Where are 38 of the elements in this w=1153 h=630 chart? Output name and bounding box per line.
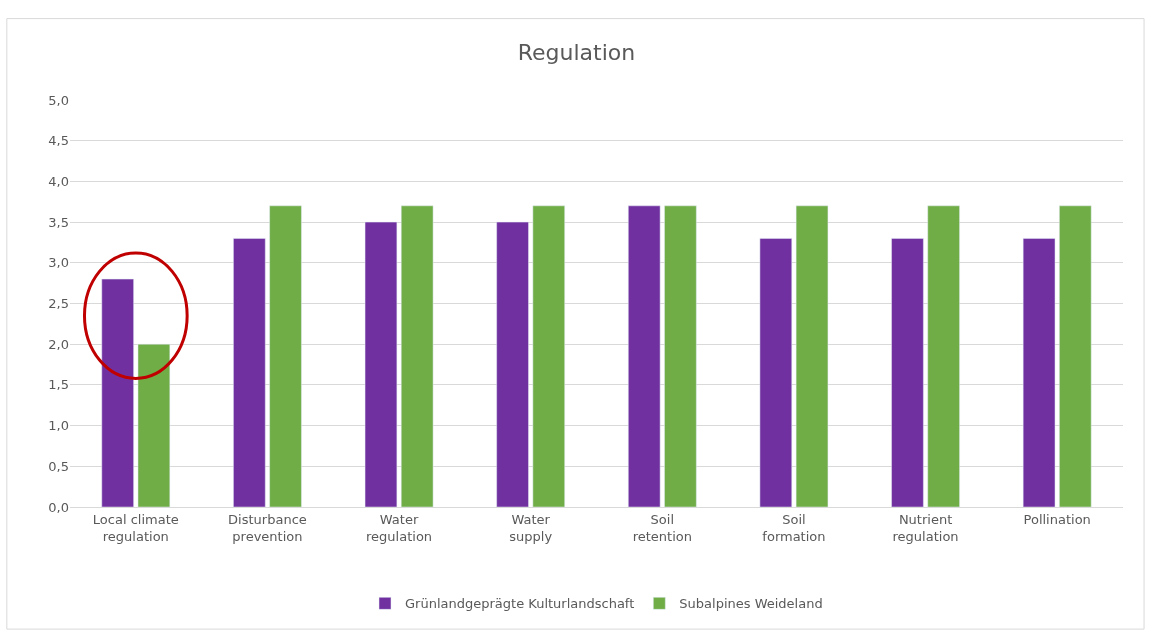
- y-tick-label: 0,0: [48, 499, 69, 515]
- x-tick-label: Disturbance prevention: [228, 511, 307, 544]
- x-tick-label: Pollination: [1023, 511, 1091, 527]
- y-tick-label: 4,0: [48, 173, 69, 189]
- bar: [269, 205, 302, 507]
- bar: [137, 343, 171, 507]
- bar: [233, 238, 266, 507]
- y-tick-label: 5,0: [48, 92, 69, 108]
- x-tick-label: Local climate regulation: [92, 511, 179, 544]
- y-tick-label: 0,5: [48, 458, 69, 474]
- legend-label: Subalpines Weideland: [679, 596, 823, 612]
- x-tick-label: Water supply: [509, 511, 553, 544]
- chart-title: Regulation: [517, 39, 636, 65]
- bar: [1022, 238, 1056, 507]
- y-tick-label: 3,5: [48, 214, 69, 230]
- legend-label: Grünlandgeprägte Kulturlandschaft: [405, 596, 635, 612]
- bar: [891, 238, 924, 507]
- y-tick-label: 2,0: [48, 336, 69, 352]
- x-tick-label: Nutrient regulation: [892, 511, 959, 544]
- y-tick-label: 4,5: [48, 133, 69, 149]
- bar: [628, 205, 661, 507]
- bar: [101, 278, 134, 507]
- bar: [532, 205, 565, 507]
- y-tick-label: 1,0: [48, 418, 69, 434]
- x-tick-label: Water regulation: [366, 511, 433, 544]
- bar: [1059, 205, 1092, 507]
- bar: [927, 205, 960, 507]
- y-tick-label: 2,5: [48, 296, 69, 312]
- y-tick-label: 1,5: [48, 377, 69, 393]
- bar: [759, 238, 793, 507]
- bar: [664, 205, 697, 507]
- bar: [400, 205, 434, 507]
- y-tick-label: 3,0: [48, 255, 69, 271]
- x-tick-label: Soil formation: [762, 511, 826, 544]
- x-tick-label: Soil retention: [632, 511, 692, 544]
- bar: [496, 221, 529, 507]
- bar: [364, 221, 398, 507]
- bar: [795, 205, 829, 507]
